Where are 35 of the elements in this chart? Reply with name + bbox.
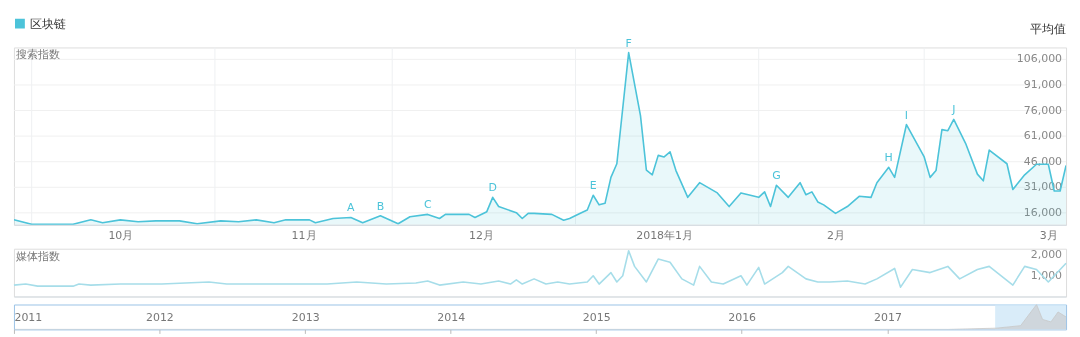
y-tick-label: 61,000 [1023,129,1063,143]
annotation: G [772,169,781,183]
annotation: F [625,36,632,50]
x-tick-label: 2017 [874,310,902,324]
x-tick-label: 2016 [728,310,757,324]
annotation: H [884,151,893,165]
y-tick-label: 76,000 [1023,103,1063,117]
x-tick-label: 2月 [827,229,846,243]
annotation: J [951,103,956,117]
legend-label: 区块链 [29,16,66,31]
annotation: C [423,198,432,212]
annotation: D [488,181,497,195]
y-tick-label: 46,000 [1023,154,1063,168]
y-tick-label: 106,000 [1016,52,1063,66]
annotation: I [904,108,909,122]
x-tick-label: 10月 [108,229,134,243]
x-tick-label: 2018年1月 [636,229,694,243]
y-tick-label: 16,000 [1023,205,1063,219]
annotation: E [589,179,597,193]
line-series [13,249,1067,288]
x-tick-label: 2012 [145,310,174,324]
annotation: B [376,199,385,213]
text: 平均值 [1030,21,1067,36]
x-tick-label: 2015 [582,310,611,324]
x-tick-label: 11月 [291,229,317,243]
x-tick-label: 12月 [468,229,494,243]
y-tick-label: 91,000 [1023,77,1063,91]
x-tick-label: 2011 [14,310,43,324]
y-tick-label: 2,000 [1030,247,1063,261]
y-axis-title: 媒体指数 [15,249,60,263]
x-tick-label: 3月 [1039,229,1058,243]
x-tick-label: 2014 [437,310,466,324]
x-tick-label: 2013 [291,310,320,324]
annotation: A [347,201,356,215]
y-axis-title: 搜索指数 [15,48,60,62]
